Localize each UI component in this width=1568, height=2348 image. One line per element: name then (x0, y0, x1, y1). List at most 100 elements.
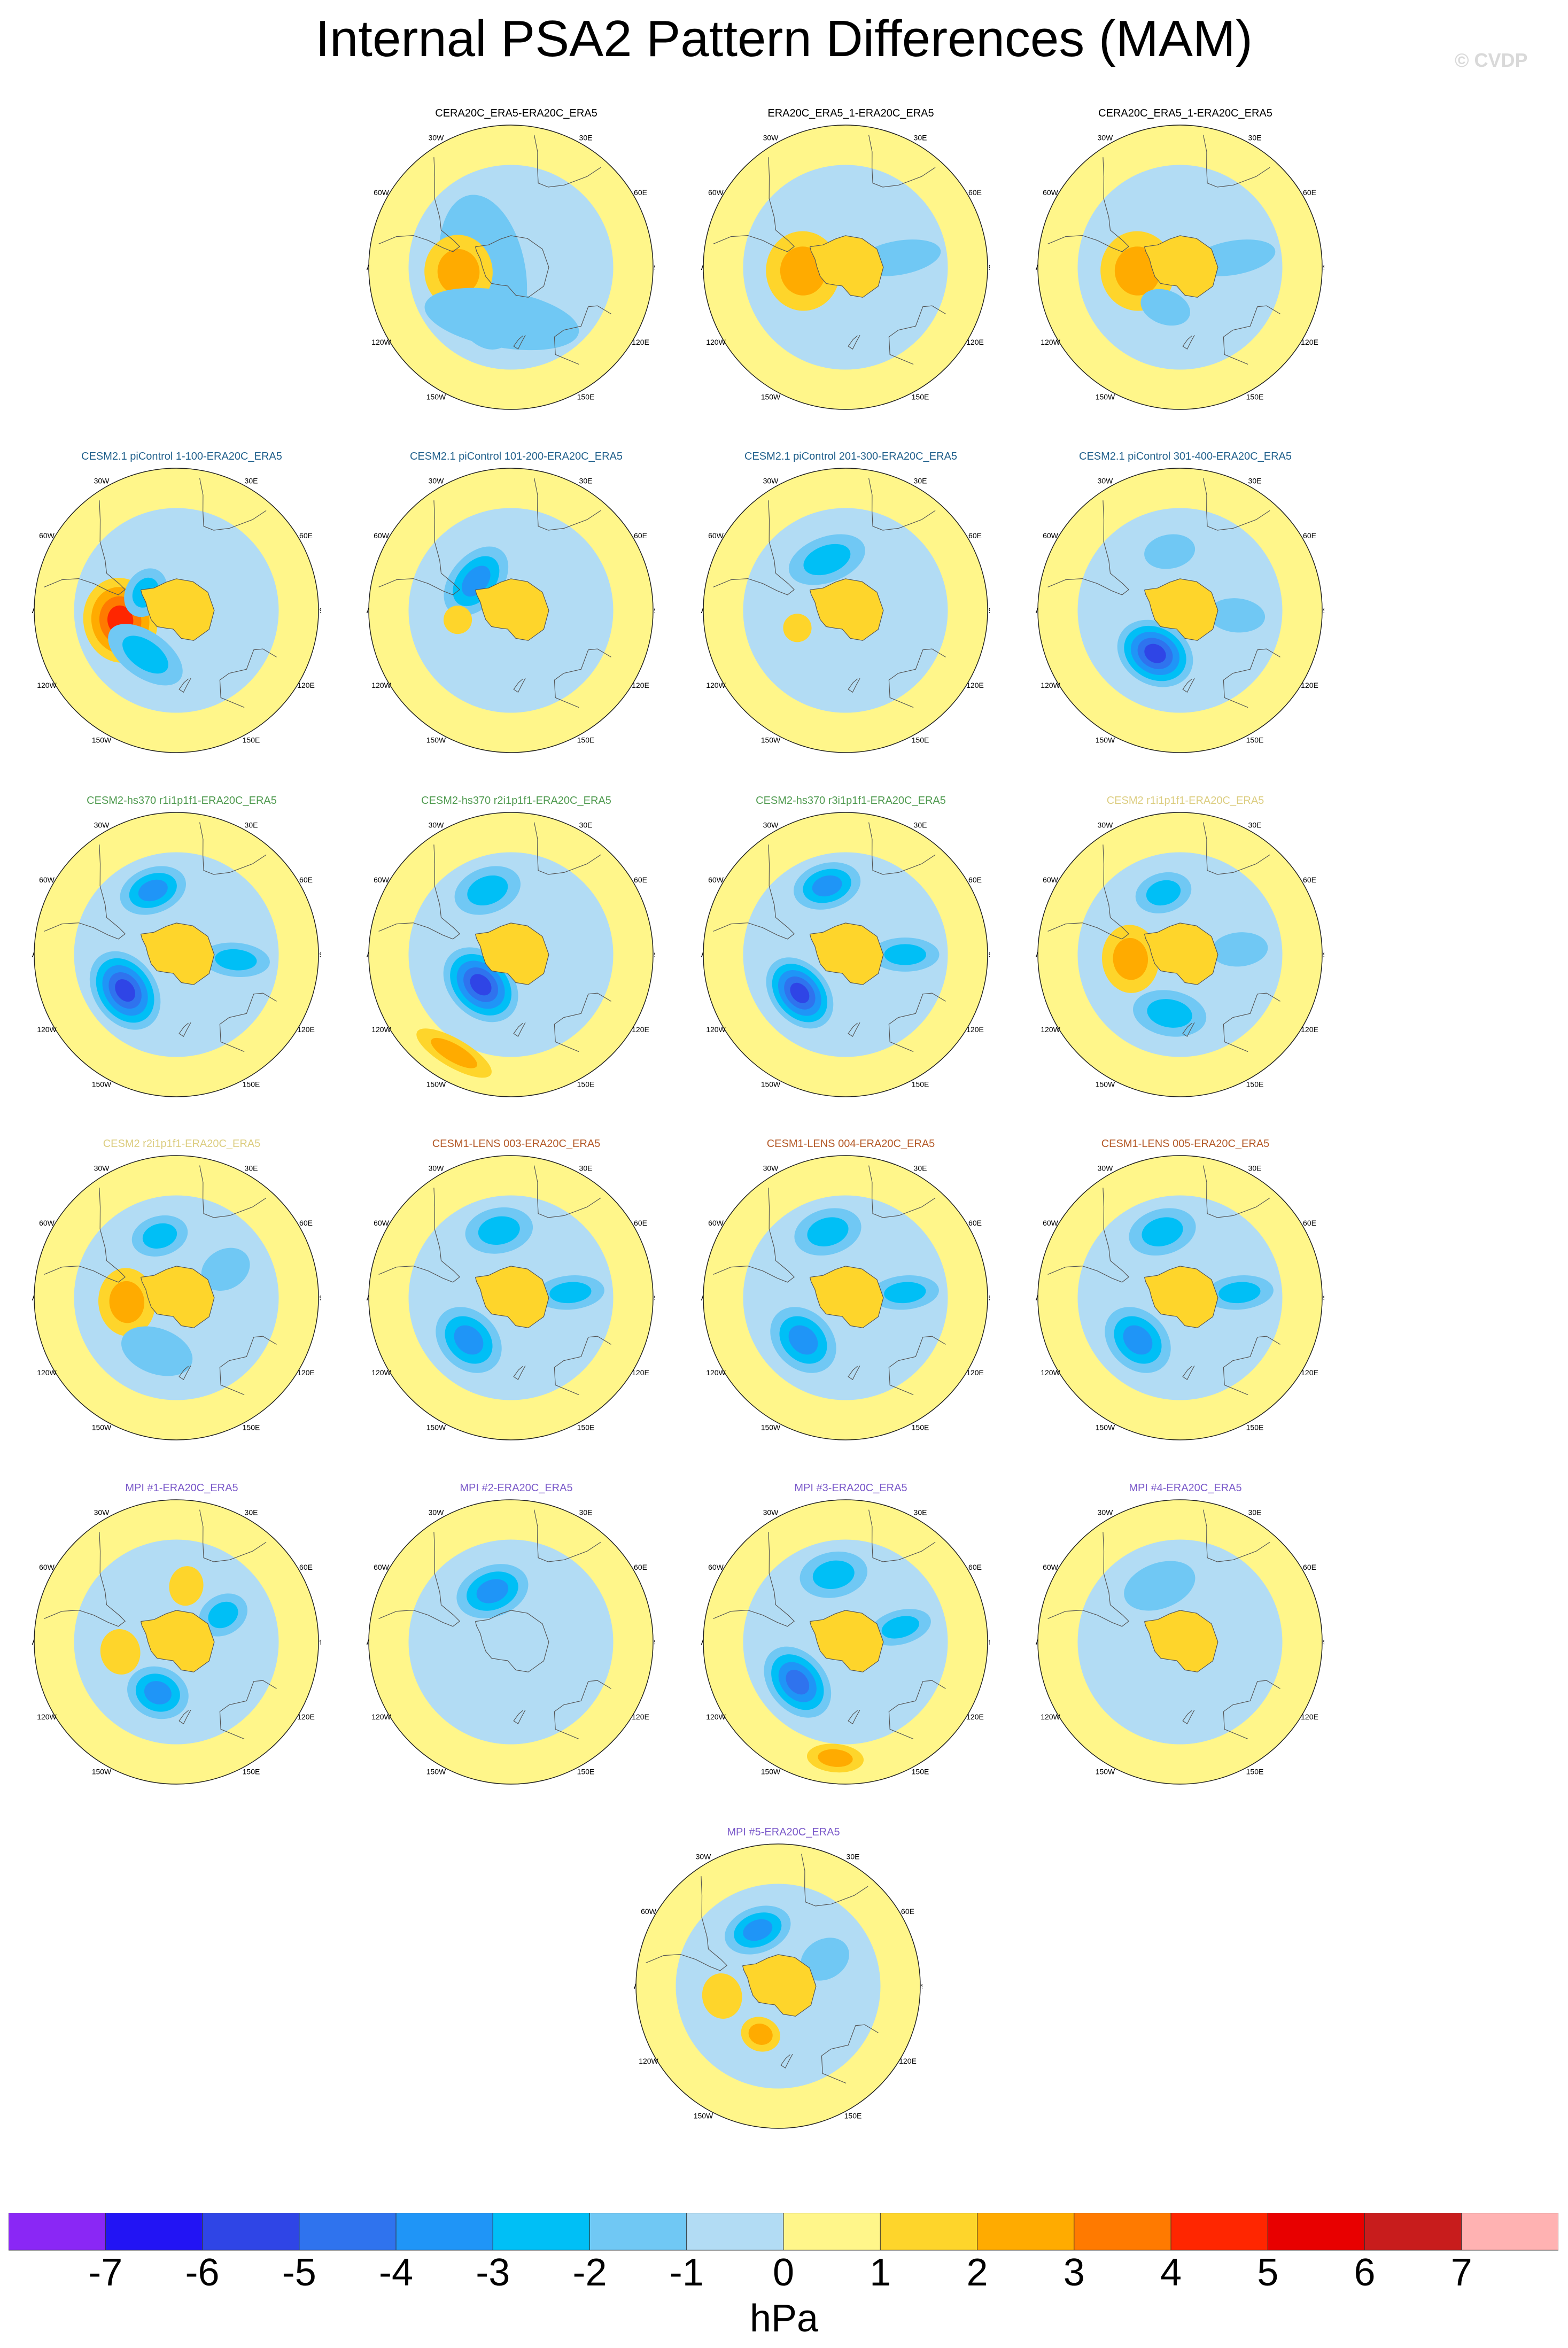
panel-title: CESM2.1 piControl 1-100-ERA20C_ERA5 (81, 451, 282, 462)
map-panel: CESM1-LENS 005-ERA20C_ERA5030E60E90E120E… (1036, 1137, 1335, 1479)
longitude-label: 90E (989, 1638, 990, 1646)
longitude-label: 90E (1323, 1638, 1324, 1646)
map-panel: MPI #4-ERA20C_ERA5030E60E90E120E150E1801… (1036, 1482, 1335, 1824)
anomaly-contour (803, 544, 851, 576)
longitude-label: 150W (1096, 736, 1115, 745)
longitude-label: 60E (299, 875, 313, 884)
colorbar-swatch (783, 2213, 881, 2251)
map-field (1038, 1500, 1322, 1784)
longitude-label: 30E (579, 1164, 593, 1173)
longitude-label: 30W (429, 1164, 445, 1173)
polar-map: 030E60E90E120E150E180150W120W90W60W30W (701, 468, 990, 753)
longitude-label: 150W (426, 393, 446, 401)
longitude-label: 150W (426, 1423, 446, 1432)
antarctica-anomaly (810, 578, 883, 641)
longitude-label: 30E (245, 1508, 258, 1517)
polar-map: 030E60E90E120E150E180150W120W90W60W30W (1036, 1155, 1324, 1440)
longitude-label: 90E (989, 1293, 990, 1302)
longitude-label: 90E (654, 263, 655, 272)
antarctica-anomaly (1144, 235, 1218, 298)
longitude-label: 90W (1036, 1293, 1038, 1302)
longitude-label: 60W (374, 531, 390, 540)
anomaly-contour (201, 1247, 250, 1291)
colorbar-swatch (880, 2213, 978, 2251)
longitude-label: 150E (243, 1423, 260, 1432)
map-border (368, 125, 654, 410)
longitude-label: 120E (1301, 1712, 1318, 1721)
longitude-label: 90E (320, 1638, 321, 1646)
map-border (34, 1155, 319, 1440)
anomaly-contour (169, 1566, 204, 1606)
polar-map: 030E60E90E120E150E180150W120W90W60W30W (701, 812, 990, 1097)
anomaly-contour (1113, 937, 1148, 980)
longitude-label: 150W (761, 1768, 781, 1776)
longitude-label: 90W (367, 606, 369, 615)
longitude-label: 150E (1246, 1423, 1264, 1432)
anomaly-contour (424, 288, 579, 351)
map-border (635, 1843, 921, 2129)
longitude-label: 120E (899, 2057, 917, 2065)
colorbar-tick-label: 3 (1063, 2251, 1085, 2294)
anomaly-contour (115, 979, 136, 1002)
longitude-label: 90E (921, 1982, 922, 1990)
longitude-label: 120W (37, 1025, 57, 1034)
longitude-label: 120W (1041, 1025, 1060, 1034)
longitude-label: 120E (297, 1712, 315, 1721)
longitude-label: 60E (968, 1219, 982, 1227)
map-panel: CESM2-hs370 r2i1p1f1-ERA20C_ERA5030E60E9… (367, 794, 666, 1136)
coastlines (378, 478, 611, 708)
longitude-label: 150E (577, 393, 595, 401)
longitude-label: 60W (39, 1563, 55, 1571)
longitude-label: 60W (374, 1563, 390, 1571)
longitude-label: 120W (706, 338, 726, 346)
longitude-label: 150W (694, 2112, 713, 2120)
longitude-label: 60W (1043, 188, 1059, 197)
longitude-label: 120W (639, 2057, 658, 2065)
longitude-label: 60E (634, 188, 647, 197)
map-border (1037, 1155, 1323, 1440)
longitude-label: 150E (577, 1423, 595, 1432)
map-field (34, 1156, 319, 1440)
colorbar-swatch (9, 2213, 106, 2251)
map-field (369, 1500, 653, 1784)
longitude-label: 150E (243, 1768, 260, 1776)
longitude-label: 150E (844, 2112, 862, 2120)
anomaly-contour (801, 1938, 849, 1981)
longitude-label: 150E (243, 736, 260, 745)
anomaly-contour (1147, 999, 1192, 1028)
map-border (368, 468, 654, 753)
map-panel: CESM2.1 piControl 301-400-ERA20C_ERA5030… (1036, 450, 1335, 792)
anomaly-contour (1146, 880, 1181, 906)
anomaly-contour (1144, 644, 1166, 663)
panel-title: CESM2.1 piControl 301-400-ERA20C_ERA5 (1079, 451, 1292, 462)
longitude-label: 60E (299, 1219, 313, 1227)
panel-title: MPI #5-ERA20C_ERA5 (727, 1826, 840, 1838)
longitude-label: 150W (92, 1423, 112, 1432)
colorbar-tick-label: -4 (378, 2251, 414, 2294)
anomaly-contour (1144, 534, 1196, 569)
antarctica-anomaly (475, 578, 549, 641)
longitude-label: 150E (1246, 1768, 1264, 1776)
longitude-label: 30W (429, 821, 445, 830)
anomaly-contour (881, 1616, 919, 1639)
coastlines (44, 822, 277, 1052)
coastlines (378, 1509, 611, 1740)
longitude-label: 120E (297, 1025, 315, 1034)
anomaly-contour (1208, 598, 1266, 633)
panel-title: CESM2 r1i1p1f1-ERA20C_ERA5 (1106, 795, 1264, 807)
longitude-label: 90E (654, 606, 655, 615)
map-border (34, 468, 319, 753)
panel-title: CESM2-hs370 r2i1p1f1-ERA20C_ERA5 (421, 795, 611, 807)
colorbar-swatch (105, 2213, 203, 2251)
colorbar-tick-label: 1 (870, 2251, 891, 2294)
map-border (1037, 1499, 1323, 1785)
anomaly-contour (208, 1601, 238, 1629)
antarctica-anomaly (810, 923, 883, 985)
longitude-label: 30E (1248, 821, 1262, 830)
longitude-label: 60W (641, 1907, 657, 1916)
polar-map: 030E60E90E120E150E180150W120W90W60W30W (1036, 125, 1324, 410)
coastlines (713, 1509, 946, 1740)
map-field (34, 1500, 319, 1784)
panel-title: CESM1-LENS 004-ERA20C_ERA5 (766, 1138, 935, 1150)
anomaly-contour (783, 614, 812, 642)
